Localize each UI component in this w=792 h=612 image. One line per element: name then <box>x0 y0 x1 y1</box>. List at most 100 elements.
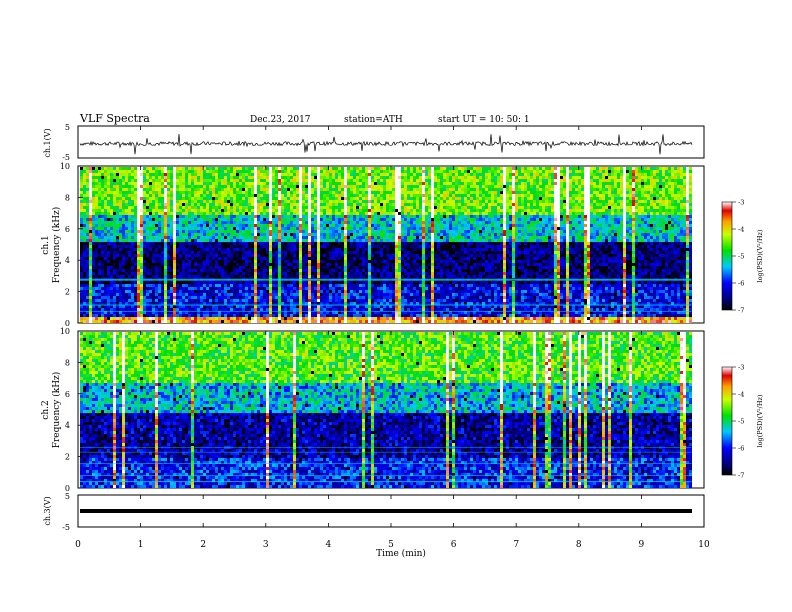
spectrogram-cell <box>272 224 275 227</box>
spectrogram-cell <box>89 203 92 206</box>
spectrogram-cell <box>287 206 290 209</box>
spectrogram-cell <box>257 305 260 308</box>
spectrogram-cell <box>227 209 230 212</box>
spectrogram-cell <box>218 194 221 197</box>
ch1-waveform-frame <box>77 125 705 159</box>
spectrogram-cell <box>146 242 149 245</box>
spectrogram-cell <box>227 266 230 269</box>
spectrogram-cell <box>239 257 242 260</box>
spectrogram-cell <box>281 239 284 242</box>
spectrogram-cell <box>170 299 173 302</box>
spectrogram-cell <box>305 275 308 278</box>
spectrogram-cell <box>194 170 197 173</box>
spectrogram-cell <box>335 254 338 257</box>
spectrogram-cell <box>128 206 131 209</box>
spectrogram-cell <box>182 215 185 218</box>
spectrogram-cell <box>350 200 353 203</box>
spectrogram-cell <box>278 203 281 206</box>
spectrogram-cell <box>299 212 302 215</box>
spectrogram-cell <box>182 194 185 197</box>
spectrogram-cell <box>359 197 362 200</box>
spectrogram-cell <box>248 269 251 272</box>
spectrogram-cell <box>167 308 170 311</box>
spectrogram-cell <box>155 311 158 314</box>
spectrogram-cell <box>95 245 98 248</box>
spectrogram-cell <box>248 266 251 269</box>
spectrogram-cell <box>365 170 368 173</box>
spectrogram-cell <box>356 242 359 245</box>
spectrogram-cell <box>95 215 98 218</box>
spectrogram-cell <box>266 182 269 185</box>
spectrogram-cell <box>251 170 254 173</box>
spectrogram-cell <box>356 170 359 173</box>
spectrogram-cell <box>311 266 314 269</box>
spectrogram-cell <box>134 317 137 320</box>
spectrogram-cell <box>278 317 281 320</box>
spectrogram-cell <box>230 311 233 314</box>
spectrogram-cell <box>155 317 158 320</box>
spectrogram-cell <box>200 203 203 206</box>
spectrogram-cell <box>245 191 248 194</box>
spectrogram-cell <box>116 212 119 215</box>
spectrogram-cell <box>167 218 170 221</box>
spectrogram-cell <box>290 185 293 188</box>
spectrogram-cell <box>110 221 113 224</box>
spectrogram-cell <box>347 311 350 314</box>
spectrogram-cell <box>86 185 89 188</box>
spectrogram-cell <box>242 284 245 287</box>
spectrogram-cell <box>308 236 311 239</box>
spectrogram-cell <box>209 242 212 245</box>
spectrogram-cell <box>149 272 152 275</box>
spectrogram-cell <box>176 272 179 275</box>
spectrogram-cell <box>230 302 233 305</box>
spectrogram-cell <box>215 200 218 203</box>
spectrogram-cell <box>179 215 182 218</box>
spectrogram-cell <box>284 308 287 311</box>
spectrogram-cell <box>344 206 347 209</box>
spectrogram-cell <box>269 308 272 311</box>
spectrogram-cell <box>335 182 338 185</box>
spectrogram-cell <box>347 194 350 197</box>
spectrogram-cell <box>80 275 83 278</box>
spectrogram-cell <box>251 179 254 182</box>
spectrogram-cell <box>257 257 260 260</box>
spectrogram-cell <box>266 179 269 182</box>
spectrogram-cell <box>365 251 368 254</box>
spectrogram-cell <box>293 296 296 299</box>
spectrogram-cell <box>350 311 353 314</box>
spectrogram-cell <box>104 287 107 290</box>
spectrogram-cell <box>167 230 170 233</box>
spectrogram-cell <box>320 248 323 251</box>
spectrogram-cell <box>113 275 116 278</box>
spectrogram-cell <box>167 194 170 197</box>
spectrogram-cell <box>221 248 224 251</box>
spectrogram-cell <box>278 296 281 299</box>
spectrogram-cell <box>341 170 344 173</box>
spectrogram-cell <box>314 281 317 284</box>
spectrogram-cell <box>200 221 203 224</box>
spectrogram-cell <box>236 296 239 299</box>
spectrogram-cell <box>224 176 227 179</box>
spectrogram-cell <box>338 221 341 224</box>
spectrogram-cell <box>170 182 173 185</box>
spectrogram-cell <box>290 188 293 191</box>
spectrogram-cell <box>128 263 131 266</box>
spectrogram-cell <box>233 224 236 227</box>
spectrogram-cell <box>296 293 299 296</box>
spectrogram-cell <box>353 320 356 323</box>
spectrogram-cell <box>275 305 278 308</box>
spectrogram-cell <box>266 221 269 224</box>
spectrogram-cell <box>221 212 224 215</box>
spectrogram-cell <box>185 191 188 194</box>
spectrogram-cell <box>86 230 89 233</box>
spectrogram-cell <box>161 185 164 188</box>
spectrogram-cell <box>212 272 215 275</box>
spectrogram-cell <box>152 254 155 257</box>
spectrogram-cell <box>119 215 122 218</box>
spectrogram-cell <box>296 191 299 194</box>
spectrogram-cell <box>311 290 314 293</box>
spectrogram-cell <box>122 185 125 188</box>
spectrogram-cell <box>182 218 185 221</box>
spectrogram-cell <box>182 170 185 173</box>
spectrogram-cell <box>227 236 230 239</box>
